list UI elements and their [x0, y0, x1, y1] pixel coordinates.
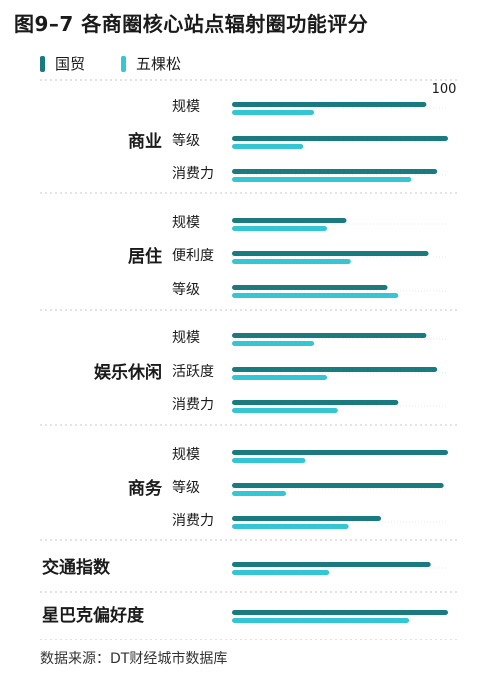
category-label: 消费力 [172, 513, 214, 529]
bar-wukesong [232, 524, 349, 529]
category-label: 活跃度 [172, 364, 214, 380]
legend-item-wukesong: 五棵松 [121, 53, 181, 74]
category-label: 等级 [172, 479, 200, 496]
bar-guomao [232, 333, 427, 338]
chart-title: 图9–7 各商圈核心站点辐射圈功能评分 [14, 12, 369, 36]
category-label: 规模 [172, 99, 200, 115]
group-label: 商务 [128, 478, 163, 499]
bar-guomao [232, 218, 347, 223]
bar-chart: 100商业规模等级消费力居住规模便利度等级娱乐休闲规模活跃度消费力商务规模等级消… [40, 79, 458, 640]
group-label: 商业 [128, 131, 162, 152]
bar-guomao [232, 562, 431, 567]
legend-label-guomao: 国贸 [55, 55, 86, 73]
bar-wukesong [232, 375, 328, 380]
bar-wukesong [232, 341, 315, 346]
bar-wukesong [232, 177, 412, 182]
category-label: 便利度 [172, 248, 214, 264]
category-label: 等级 [172, 132, 200, 149]
legend-swatch-wukesong [121, 55, 127, 72]
bar-guomao [232, 483, 444, 488]
bar-wukesong [232, 293, 399, 298]
bar-guomao [232, 285, 388, 290]
bar-guomao [232, 516, 382, 521]
bar-wukesong [232, 570, 330, 575]
category-label: 规模 [172, 330, 200, 346]
bar-wukesong [232, 226, 328, 231]
category-label: 消费力 [172, 397, 214, 413]
bar-wukesong [232, 458, 306, 463]
category-label: 消费力 [172, 166, 214, 182]
group-label: 星巴克偏好度 [42, 605, 145, 626]
bar-wukesong [232, 618, 410, 623]
legend-item-guomao: 国贸 [40, 53, 85, 74]
source-note: 数据来源：DT财经城市数据库 [40, 651, 228, 667]
bar-guomao [232, 102, 427, 107]
bar-wukesong [232, 491, 286, 496]
group-label: 居住 [128, 246, 162, 267]
bar-guomao [232, 169, 438, 174]
legend: 国贸 五棵松 [40, 53, 217, 74]
bar-guomao [232, 450, 448, 455]
category-label: 等级 [172, 281, 200, 298]
bar-guomao [232, 251, 429, 256]
bar-wukesong [232, 259, 351, 264]
bar-wukesong [232, 110, 315, 115]
bar-guomao [232, 367, 438, 372]
group-label: 娱乐休闲 [94, 362, 162, 383]
category-label: 规模 [172, 447, 200, 463]
legend-swatch-guomao [40, 55, 45, 72]
bar-wukesong [232, 408, 338, 413]
axis-tick-label-100: 100 [432, 82, 457, 97]
bar-guomao [232, 610, 448, 615]
group-label: 交通指数 [42, 557, 111, 578]
bar-guomao [232, 136, 448, 141]
category-label: 规模 [172, 215, 200, 231]
bar-guomao [232, 400, 399, 405]
bar-wukesong [232, 144, 304, 149]
legend-label-wukesong: 五棵松 [136, 55, 182, 73]
